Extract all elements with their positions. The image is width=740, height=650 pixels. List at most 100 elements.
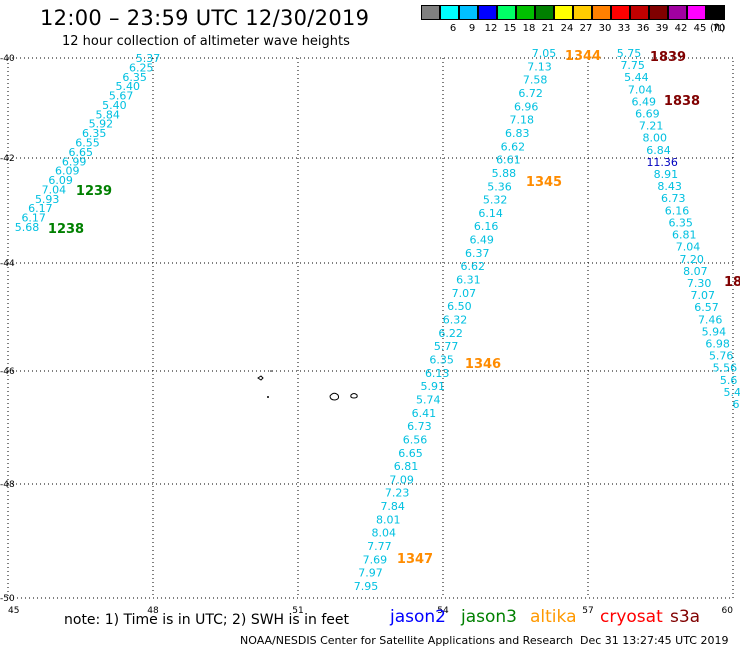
wave-height-value: 5.37 xyxy=(136,52,161,65)
time-label: 1239 xyxy=(76,184,112,199)
wave-height-value: 7.05 xyxy=(532,47,557,60)
wave-height-value: 7.04 xyxy=(628,83,653,96)
wave-height-value: 5.94 xyxy=(702,325,727,338)
wave-height-value: 6 xyxy=(733,398,740,411)
wave-height-value: 5.92 xyxy=(89,118,114,131)
wave-height-value: 5.36 xyxy=(487,180,512,193)
wave-height-value: 6.84 xyxy=(646,144,671,157)
wave-height-value: 5.77 xyxy=(434,340,459,353)
wave-height-value: 6.14 xyxy=(478,207,503,220)
scale-swatch xyxy=(478,5,497,20)
scale-swatch xyxy=(440,5,459,20)
latitude-label: -50 xyxy=(0,594,15,604)
island-outline xyxy=(350,393,358,399)
wave-height-value: 6.83 xyxy=(505,127,530,140)
wave-height-value: 6.62 xyxy=(461,260,486,273)
wave-height-value: 7.69 xyxy=(363,553,388,566)
island-dot xyxy=(267,396,269,398)
time-label: 1347 xyxy=(397,552,433,567)
scale-swatch xyxy=(687,5,706,20)
scale-swatch xyxy=(649,5,668,20)
note-text: note: 1) Time is in UTC; 2) SWH is in fe… xyxy=(64,612,350,628)
scale-label: 45 xyxy=(693,23,707,34)
longitude-label: 45 xyxy=(8,606,19,616)
island-dot xyxy=(270,370,272,372)
wave-height-value: 5.4 xyxy=(724,386,740,399)
time-label: 1344 xyxy=(565,49,601,64)
wave-height-value: 6.16 xyxy=(474,220,499,233)
scale-swatch xyxy=(535,5,554,20)
scale-swatch xyxy=(630,5,649,20)
wave-height-value: 6.17 xyxy=(28,202,53,215)
scale-label: 9 xyxy=(468,23,476,34)
wave-height-value: 7.77 xyxy=(367,540,392,553)
wave-height-value: 7.23 xyxy=(385,487,410,500)
wave-height-value: 7.58 xyxy=(523,74,548,87)
wave-height-value: 6.37 xyxy=(465,247,490,260)
wave-height-value: 6.31 xyxy=(456,274,481,287)
wave-height-value: 6.65 xyxy=(398,447,423,460)
wave-height-value: 5.93 xyxy=(35,193,60,206)
wave-height-value: 6.25 xyxy=(129,61,154,74)
wave-height-value: 7.84 xyxy=(380,500,405,513)
satellite-legend-s3a: s3a xyxy=(670,607,701,627)
latitude-label: -46 xyxy=(0,367,15,377)
scale-swatch xyxy=(459,5,478,20)
wave-height-value: 6.72 xyxy=(518,87,543,100)
wave-height-value: 7.97 xyxy=(358,567,383,580)
latitude-label: -48 xyxy=(0,480,15,490)
scale-label: 33 xyxy=(617,23,631,34)
map-grid: 45 48 51 54 57 60 -40 -42 -44 -46 -48 -50 xyxy=(0,54,734,616)
wave-height-value: 6.35 xyxy=(122,71,147,84)
wave-height-value: 6.35 xyxy=(668,216,693,229)
page-subtitle: 12 hour collection of altimeter wave hei… xyxy=(62,34,350,49)
wave-height-value: 8.91 xyxy=(654,168,679,181)
wave-height-value: 5.88 xyxy=(492,167,517,180)
wave-height-value: 6.81 xyxy=(394,460,419,473)
latitude-label: -42 xyxy=(0,154,15,164)
scale-label: 18 xyxy=(522,23,536,34)
wave-height-value: 8.00 xyxy=(643,132,668,145)
wave-height-value: 6.57 xyxy=(694,301,719,314)
wave-height-value: 6.13 xyxy=(425,367,450,380)
time-labels: 1239 1238 1344 1345 1346 1347 1839 1838 18 xyxy=(48,49,740,567)
scale-label: 12 xyxy=(484,23,498,34)
wave-height-value: 6.09 xyxy=(48,174,73,187)
satellite-legend-jason2: jason2 xyxy=(390,607,446,627)
time-label: 1345 xyxy=(526,175,562,190)
wave-height-value: 6.49 xyxy=(469,234,494,247)
wave-height-value: 6.55 xyxy=(75,137,100,150)
wave-height-value: 6.41 xyxy=(412,407,437,420)
footer-credit: NOAA/NESDIS Center for Satellite Applica… xyxy=(240,634,574,647)
scale-swatch xyxy=(706,5,725,20)
wave-height-value: 7.04 xyxy=(42,183,67,196)
wave-height-value: 5.56 xyxy=(713,362,738,375)
island-outline xyxy=(257,375,264,381)
longitude-label: 51 xyxy=(292,606,303,616)
wave-height-value: 5.67 xyxy=(109,90,134,103)
wave-height-value: 7.13 xyxy=(527,60,552,73)
wave-height-value: 5.44 xyxy=(624,71,649,84)
wave-height-value: 7.18 xyxy=(510,114,535,127)
wave-height-value: 7.09 xyxy=(389,473,414,486)
time-label: 1838 xyxy=(664,94,700,109)
satellite-legend-jason3: jason3 xyxy=(461,607,517,627)
wave-height-value: 5.40 xyxy=(116,80,141,93)
scale-swatch xyxy=(611,5,630,20)
wave-height-value: 6.65 xyxy=(69,146,94,159)
scale-label: 21 xyxy=(541,23,555,34)
time-label: 1346 xyxy=(465,357,501,372)
wave-height-value: 5.6 xyxy=(720,374,738,387)
wave-height-value: 8.43 xyxy=(657,180,682,193)
island-outline xyxy=(329,392,340,401)
wave-height-value: 5.40 xyxy=(102,99,127,112)
longitude-label: 60 xyxy=(722,606,734,616)
wave-height-value: 6.73 xyxy=(661,192,686,205)
wave-height-value: 8.01 xyxy=(376,513,401,526)
wave-height-value: 6.61 xyxy=(496,154,521,167)
scale-label: 39 xyxy=(655,23,669,34)
scale-unit: (ft) xyxy=(710,23,726,34)
satellite-legend-cryosat: cryosat xyxy=(600,607,663,627)
wave-height-value: 6.81 xyxy=(672,229,697,242)
